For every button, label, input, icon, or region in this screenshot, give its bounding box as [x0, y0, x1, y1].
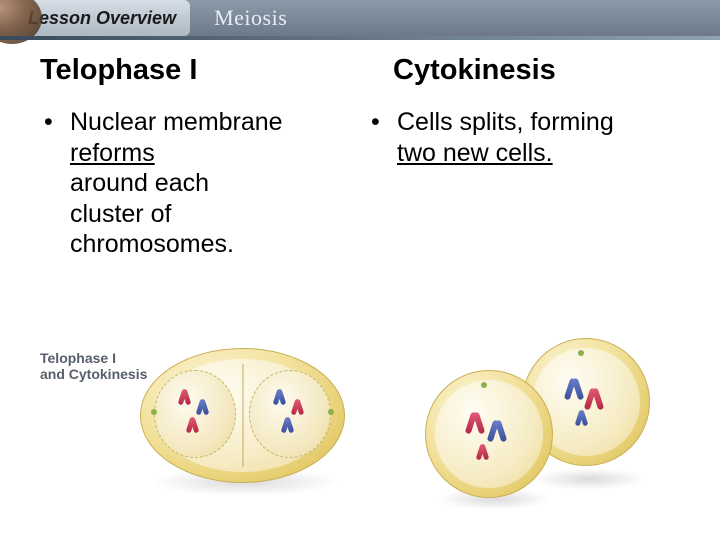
- chromosome-red-icon: [475, 444, 490, 462]
- content-area: Telophase I • Nuclear membrane reforms a…: [0, 36, 720, 536]
- nucleus-left: [154, 370, 236, 458]
- chromosome-red-icon: [584, 388, 604, 412]
- chromosome-red-icon: [465, 412, 485, 436]
- telophase-bullet: • Nuclear membrane reforms around each c…: [40, 107, 367, 260]
- text-underlined: reforms: [70, 139, 155, 167]
- right-column: Cytokinesis • Cells splits, forming two …: [367, 54, 694, 528]
- centriole-icon: [151, 409, 157, 415]
- header-stripe: [0, 36, 720, 40]
- nucleus-right: [249, 370, 331, 458]
- chromosome-blue-icon: [487, 420, 507, 444]
- text-segment: Cells splits, forming: [397, 108, 614, 136]
- cytokinesis-figure: [367, 318, 694, 528]
- cell-shadow: [532, 468, 647, 490]
- centriole-icon: [481, 382, 487, 388]
- header-bar: Lesson Overview Meiosis: [0, 0, 720, 36]
- cytokinesis-bullet: • Cells splits, forming two new cells.: [367, 107, 694, 168]
- chromosome-blue-icon: [280, 417, 295, 435]
- centriole-icon: [328, 409, 334, 415]
- chromosome-red-icon: [290, 399, 305, 417]
- chromosome-red-icon: [177, 389, 192, 407]
- text-segment: around each: [70, 169, 209, 197]
- dividing-cell: [140, 348, 345, 483]
- text-segment: chromosomes.: [70, 230, 234, 258]
- cleavage-furrow: [242, 364, 244, 467]
- telophase-title: Telophase I: [40, 54, 367, 87]
- cytokinesis-bullet-text: Cells splits, forming two new cells.: [397, 107, 694, 168]
- chromosome-blue-icon: [564, 378, 584, 402]
- chromosome-red-icon: [185, 417, 200, 435]
- bullet-mark-icon: •: [40, 107, 70, 260]
- text-segment: cluster of: [70, 200, 171, 228]
- lesson-topic: Meiosis: [214, 5, 287, 31]
- centriole-icon: [578, 350, 584, 356]
- lesson-label: Lesson Overview: [28, 8, 176, 29]
- text-underlined: two new cells.: [397, 139, 553, 167]
- bullet-mark-icon: •: [367, 107, 397, 168]
- chromosome-blue-icon: [272, 389, 287, 407]
- chromosome-blue-icon: [195, 399, 210, 417]
- left-column: Telophase I • Nuclear membrane reforms a…: [40, 54, 367, 528]
- telophase-bullet-text: Nuclear membrane reforms around each clu…: [70, 107, 367, 260]
- chromosome-blue-icon: [574, 410, 589, 428]
- text-segment: Nuclear membrane: [70, 108, 283, 136]
- figure-caption: Telophase I and Cytokinesis: [40, 350, 147, 382]
- cytokinesis-title: Cytokinesis: [367, 54, 694, 87]
- caption-line2: and Cytokinesis: [40, 366, 147, 382]
- daughter-cell-left: [425, 370, 553, 498]
- telophase-figure: Telophase I and Cytokinesis: [40, 318, 367, 528]
- caption-line1: Telophase I: [40, 350, 147, 366]
